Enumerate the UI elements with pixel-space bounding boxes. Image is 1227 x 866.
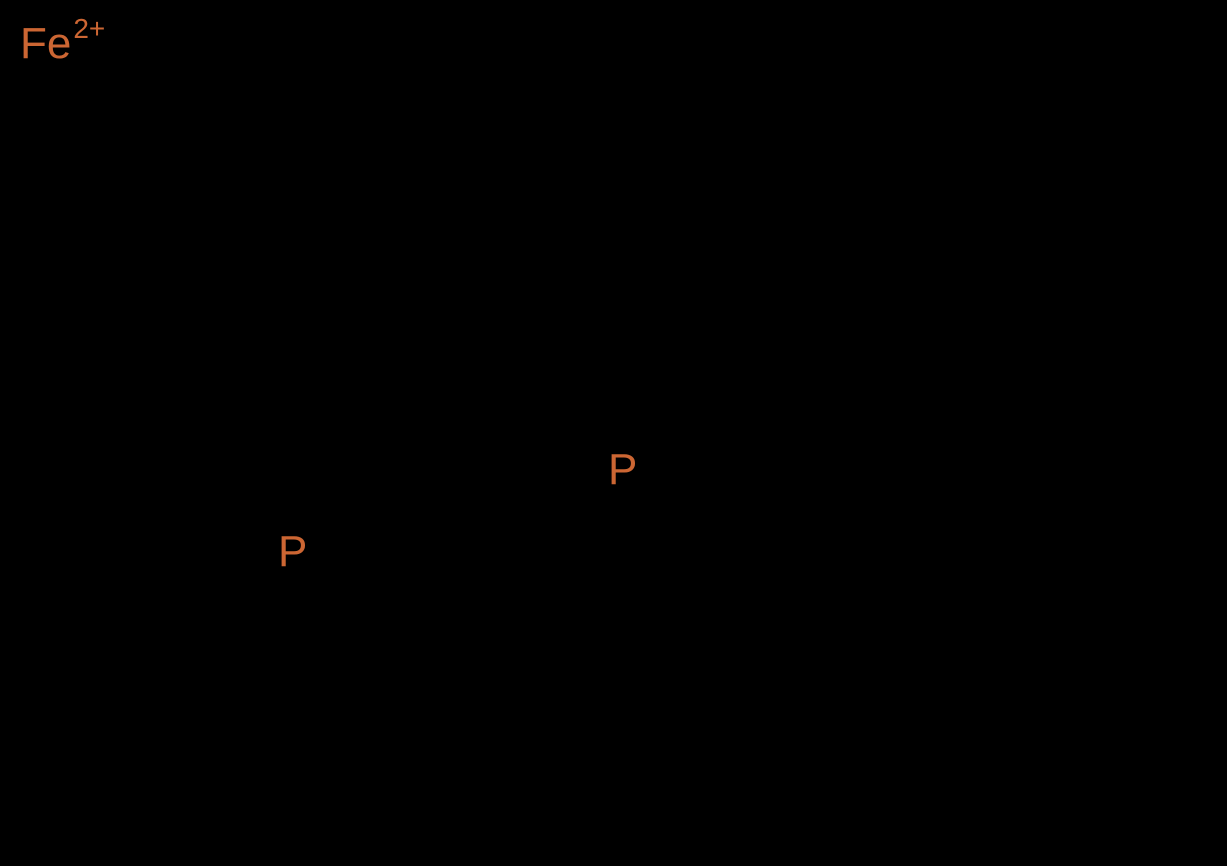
p2-label: P (608, 445, 637, 494)
molecule-diagram: Fe2+ P P (0, 0, 1227, 866)
background (0, 0, 1227, 866)
fe-charge: 2+ (73, 13, 105, 44)
p1-label: P (278, 527, 307, 576)
fe-symbol: Fe (20, 19, 71, 68)
